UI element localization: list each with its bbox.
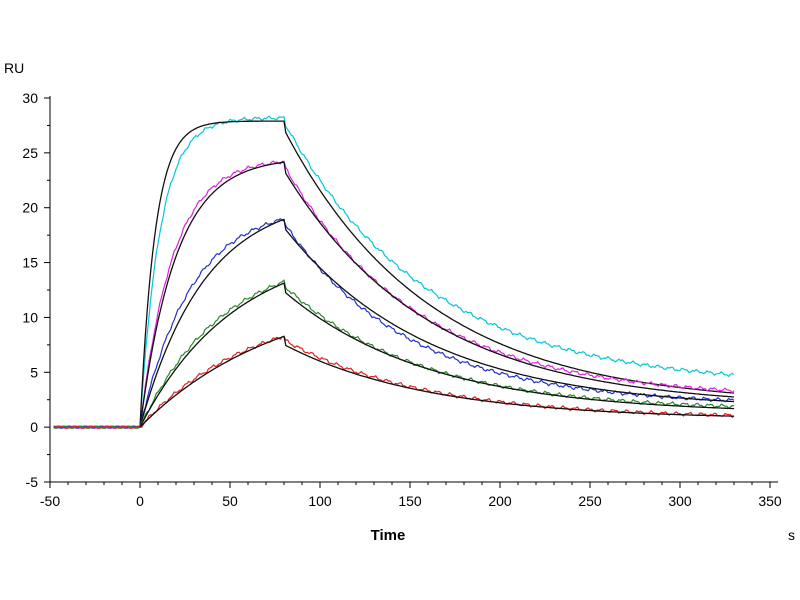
x-tick-label: -50: [40, 493, 60, 509]
y-tick-label: -5: [26, 474, 39, 490]
x-tick-label: 200: [488, 493, 512, 509]
fit-curve-9: [139, 335, 735, 428]
series-layer: [53, 115, 735, 429]
x-tick-label: 100: [308, 493, 332, 509]
y-axis-label: RU: [4, 60, 24, 76]
x-tick-label: 300: [668, 493, 692, 509]
measured-curve-0: [53, 115, 735, 429]
x-tick-label: 350: [758, 493, 782, 509]
x-tick-label: 0: [136, 493, 144, 509]
fit-curve-1: [139, 120, 735, 428]
x-tick-label: 150: [398, 493, 422, 509]
y-ticks: -5 0 5 10 15 20 25 30: [22, 90, 50, 490]
fit-curve-5: [139, 218, 735, 428]
y-tick-label: 0: [30, 419, 38, 435]
x-ticks: -50 0 50 100 150 200 250 300 350: [40, 482, 782, 509]
x-axis-unit: s: [788, 527, 795, 543]
fit-curve-3: [139, 161, 735, 428]
x-tick-label: 250: [578, 493, 602, 509]
measured-curve-2: [53, 160, 735, 429]
x-axis-title: Time: [371, 527, 406, 544]
axes: [49, 96, 778, 483]
y-tick-label: 10: [22, 309, 38, 325]
x-tick-label: 50: [222, 493, 238, 509]
y-tick-label: 5: [30, 364, 38, 380]
y-tick-label: 25: [22, 145, 38, 161]
y-tick-label: 30: [22, 90, 38, 106]
fit-curve-7: [139, 282, 735, 428]
measured-curve-6: [53, 279, 735, 429]
y-tick-label: 20: [22, 200, 38, 216]
y-tick-label: 15: [22, 255, 38, 271]
